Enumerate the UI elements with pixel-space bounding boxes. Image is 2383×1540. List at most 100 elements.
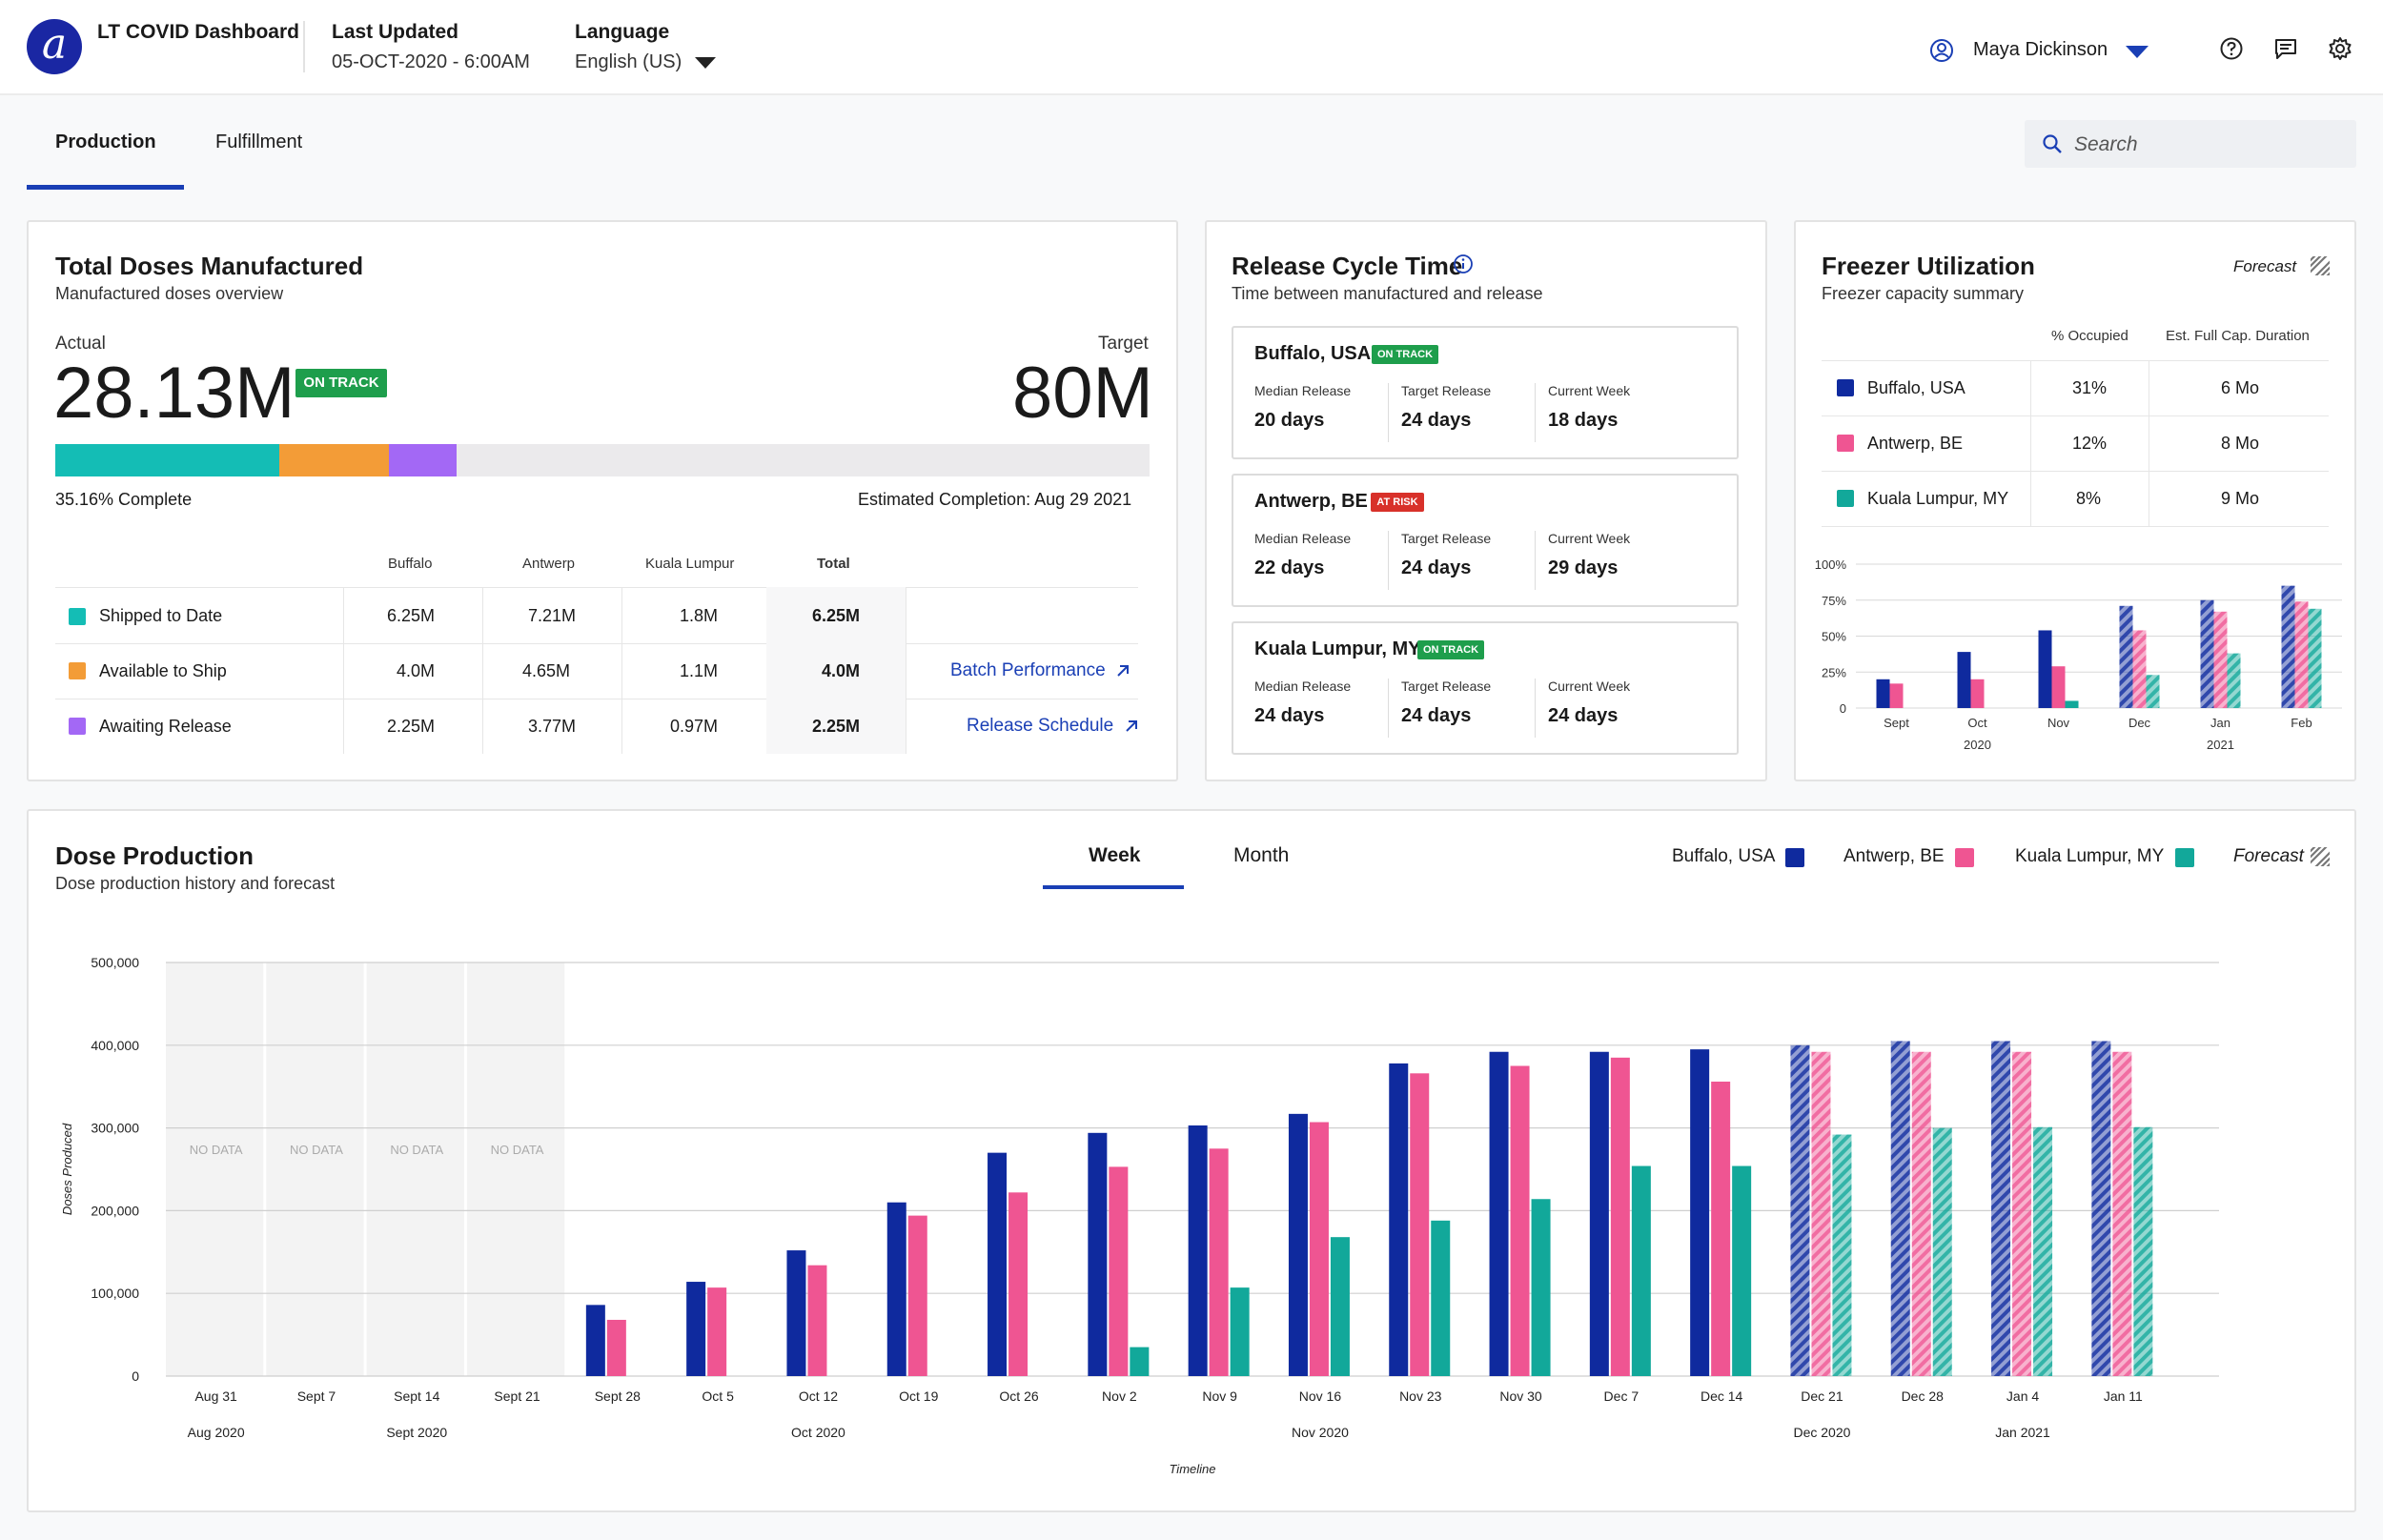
production-bar — [1230, 1287, 1250, 1376]
batch-performance-link[interactable]: Batch Performance — [950, 660, 1131, 681]
production-bar — [1330, 1237, 1350, 1376]
tab-production[interactable]: Production — [55, 132, 156, 152]
tab-week[interactable]: Week — [1089, 844, 1141, 866]
release-schedule-link[interactable]: Release Schedule — [967, 716, 1140, 737]
month-label: Sept 2020 — [386, 1425, 447, 1440]
on-track-badge: ON TRACK — [295, 369, 387, 397]
y-tick-label: 100,000 — [91, 1286, 139, 1301]
production-bar — [1088, 1132, 1108, 1376]
active-tab-indicator — [27, 185, 184, 190]
divider — [1535, 383, 1536, 442]
production-bar — [1389, 1063, 1409, 1376]
x-tick-label: Oct 19 — [899, 1388, 938, 1404]
help-icon[interactable] — [2218, 35, 2245, 62]
table-cell: 1.1M — [680, 661, 719, 680]
production-bar — [786, 1250, 806, 1376]
dose-production-chart: NO DATA NO DATA NO DATA NO DATA 500,000 400,0… — [60, 955, 2219, 1476]
y-tick-label: 100% — [1815, 557, 1847, 572]
legend-kuala-lumpur: Kuala Lumpur, MY — [2015, 846, 2165, 866]
last-updated-label: Last Updated — [332, 21, 459, 43]
production-bar — [988, 1152, 1008, 1376]
freezer-duration: 9 Mo — [2221, 489, 2260, 508]
target-label: Target Release — [1401, 383, 1492, 398]
column-header-buffalo: Buffalo — [388, 556, 433, 572]
release-site-kuala-lumpur: Kuala Lumpur, MY ON TRACK Median Release… — [1232, 621, 1739, 755]
dose-production-subtitle: Dose production history and forecast — [55, 874, 336, 893]
user-icon[interactable] — [1929, 38, 1954, 63]
divider — [1535, 531, 1536, 590]
user-name[interactable]: Maya Dickinson — [1973, 39, 2108, 60]
production-bar — [2091, 1041, 2111, 1376]
column-header-antwerp: Antwerp — [522, 556, 576, 572]
chevron-down-icon — [695, 56, 717, 69]
freezer-bar — [1876, 679, 1890, 708]
site-name: Buffalo, USA — [1254, 343, 1372, 364]
progress-segment — [55, 444, 280, 476]
month-label: Dec 2020 — [1793, 1425, 1850, 1440]
no-data-region — [366, 962, 464, 1376]
antwerp-swatch — [1837, 435, 1854, 452]
production-bar — [2133, 1126, 2153, 1376]
production-bar — [1932, 1127, 1952, 1376]
info-icon[interactable] — [1453, 253, 1474, 274]
app-header: a LT COVID Dashboard Last Updated 05-OCT… — [0, 0, 2383, 95]
production-bar — [1209, 1148, 1229, 1376]
percent-complete: 35.16% Complete — [55, 490, 193, 509]
divider — [1388, 383, 1389, 442]
chat-icon[interactable] — [2272, 35, 2299, 62]
freezer-duration: 6 Mo — [2221, 378, 2260, 397]
legend-buffalo-swatch — [1785, 848, 1804, 867]
kuala-lumpur-swatch — [1837, 490, 1854, 507]
user-menu-chevron-icon[interactable] — [2126, 46, 2149, 58]
year-label: 2020 — [1964, 738, 1991, 752]
y-tick-label: 0 — [132, 1368, 139, 1384]
table-cell: 4.65M — [522, 661, 571, 680]
freezer-bar — [1957, 652, 1971, 708]
awaiting-swatch — [69, 718, 86, 735]
divider — [1388, 679, 1389, 738]
freezer-bar — [2038, 630, 2052, 708]
progress-segment — [279, 444, 390, 476]
no-data-label: NO DATA — [390, 1143, 443, 1157]
x-tick-label: Feb — [2291, 716, 2312, 730]
y-tick-label: 300,000 — [91, 1121, 139, 1136]
legend-forecast: Forecast — [2233, 846, 2304, 866]
search-input[interactable]: Search — [2025, 120, 2356, 168]
col-occupied-header: % Occupied — [2051, 328, 2128, 344]
release-cycle-subtitle: Time between manufactured and release — [1232, 284, 1543, 303]
y-tick-label: 50% — [1822, 630, 1846, 644]
table-cell: 4.0M — [397, 661, 436, 680]
production-bar — [1991, 1041, 2011, 1376]
current-label: Current Week — [1548, 531, 1631, 546]
total-doses-subtitle: Manufactured doses overview — [55, 284, 284, 303]
freezer-bar — [2132, 630, 2147, 708]
x-axis-title: Timeline — [1169, 1462, 1215, 1476]
no-data-region — [466, 962, 565, 1376]
search-icon — [2043, 134, 2062, 153]
production-bar — [1610, 1057, 1630, 1376]
x-tick-label: Sept 28 — [595, 1388, 641, 1404]
x-tick-label: Oct 12 — [799, 1388, 838, 1404]
app-logo[interactable]: a — [27, 19, 82, 74]
release-site-antwerp: Antwerp, BE AT RISK Median Release 22 da… — [1232, 474, 1739, 607]
tab-month[interactable]: Month — [1233, 844, 1290, 866]
language-select[interactable]: English (US) — [575, 51, 717, 73]
freezer-site: Antwerp, BE — [1867, 434, 1964, 453]
freezer-bar — [2227, 653, 2241, 708]
median-label: Median Release — [1254, 383, 1352, 398]
median-value: 20 days — [1254, 410, 1325, 431]
x-tick-label: Oct 26 — [999, 1388, 1038, 1404]
forecast-label: Forecast — [2233, 257, 2297, 275]
production-bar — [1431, 1220, 1451, 1376]
production-bar — [1732, 1165, 1752, 1376]
tab-fulfillment[interactable]: Fulfillment — [215, 132, 303, 152]
search-placeholder: Search — [2074, 133, 2138, 155]
x-tick-label: Dec 14 — [1701, 1388, 1743, 1404]
month-label: Jan 2021 — [1995, 1425, 2050, 1440]
legend-buffalo: Buffalo, USA — [1672, 846, 1776, 866]
production-bar — [1711, 1081, 1731, 1376]
freezer-bar — [2281, 585, 2295, 708]
production-bar — [707, 1287, 727, 1376]
gear-icon[interactable] — [2327, 35, 2353, 62]
divider — [1535, 679, 1536, 738]
